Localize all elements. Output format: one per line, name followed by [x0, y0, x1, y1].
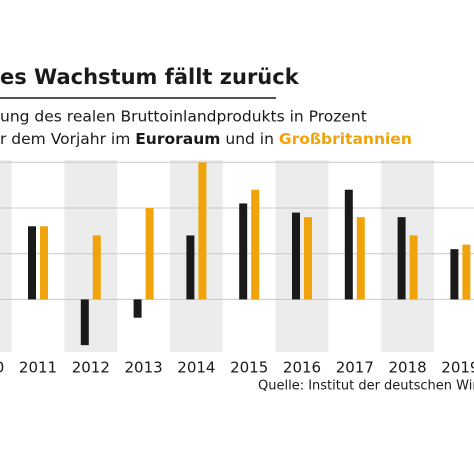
subtitle: r dem Vorjahr im Euroraum und in Großbri…	[0, 130, 412, 148]
bar	[198, 162, 207, 300]
bar	[304, 217, 312, 300]
bar	[92, 235, 101, 300]
x-tick-label: 2010	[0, 359, 4, 377]
bar	[450, 249, 459, 300]
band	[381, 160, 434, 352]
plot: 2010 2011 2012 2013 2014 2015 2016 2017 2018 2019	[0, 160, 474, 377]
bar	[292, 212, 300, 300]
band	[275, 160, 329, 352]
subtitle-text: r dem Vorjahr im	[0, 130, 135, 148]
band	[0, 160, 12, 352]
bar	[462, 244, 471, 300]
bar	[397, 217, 406, 300]
x-tick-label: 2015	[230, 359, 268, 377]
bar	[251, 189, 260, 300]
x-tick-label: 2018	[389, 359, 427, 377]
source: Quelle: Institut der deutschen Wir	[258, 379, 474, 394]
x-tick-label: 2011	[19, 359, 57, 377]
bar	[239, 203, 248, 300]
subtitle: ung des realen Bruttoinlandprodukts in P…	[0, 108, 367, 126]
chart-title: es Wachstum fällt zurück	[0, 65, 300, 89]
x-tick-label: 2013	[125, 359, 163, 377]
bar	[409, 235, 418, 300]
bar	[356, 217, 365, 300]
bar	[80, 299, 89, 346]
legend-euro: Euroraum	[135, 130, 220, 148]
legend-uk: Großbritannien	[279, 130, 412, 148]
x-tick-label: 2019	[441, 359, 474, 377]
subtitle-text: und in	[220, 130, 278, 148]
band	[64, 160, 118, 352]
bar	[40, 226, 48, 300]
x-tick-label: 2014	[177, 359, 215, 377]
x-tick-label: 2017	[336, 359, 374, 377]
bar	[145, 208, 154, 300]
bar	[133, 299, 142, 318]
bar	[344, 189, 353, 300]
bar	[186, 235, 195, 300]
x-tick-label: 2016	[283, 359, 321, 377]
bar	[28, 226, 36, 300]
band	[170, 160, 223, 352]
x-tick-label: 2012	[72, 359, 110, 377]
